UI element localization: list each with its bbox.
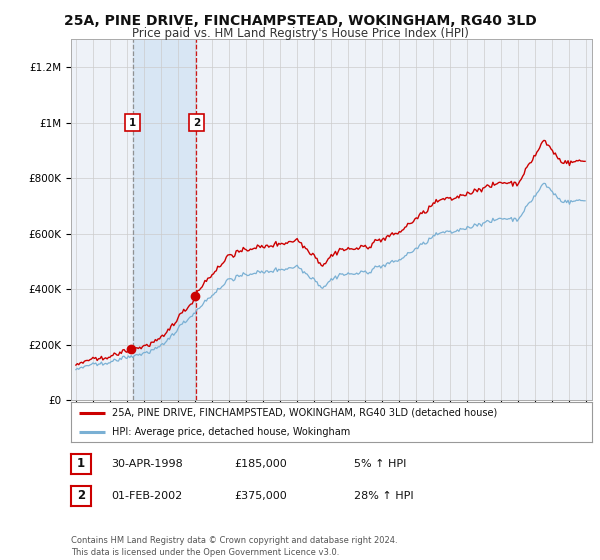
Text: 25A, PINE DRIVE, FINCHAMPSTEAD, WOKINGHAM, RG40 3LD: 25A, PINE DRIVE, FINCHAMPSTEAD, WOKINGHA… [64,14,536,28]
Text: 1: 1 [77,457,85,470]
Text: 25A, PINE DRIVE, FINCHAMPSTEAD, WOKINGHAM, RG40 3LD (detached house): 25A, PINE DRIVE, FINCHAMPSTEAD, WOKINGHA… [112,408,498,418]
Text: £185,000: £185,000 [234,459,287,469]
Text: Contains HM Land Registry data © Crown copyright and database right 2024.
This d: Contains HM Land Registry data © Crown c… [71,536,397,557]
Text: 01-FEB-2002: 01-FEB-2002 [111,491,182,501]
Text: 5% ↑ HPI: 5% ↑ HPI [354,459,406,469]
Text: Price paid vs. HM Land Registry's House Price Index (HPI): Price paid vs. HM Land Registry's House … [131,27,469,40]
Text: 2: 2 [193,118,200,128]
Text: HPI: Average price, detached house, Wokingham: HPI: Average price, detached house, Woki… [112,427,351,436]
Text: 2: 2 [77,489,85,502]
Text: £375,000: £375,000 [234,491,287,501]
Text: 28% ↑ HPI: 28% ↑ HPI [354,491,413,501]
Text: 1: 1 [129,118,136,128]
Bar [133,39,196,400]
Text: 30-APR-1998: 30-APR-1998 [111,459,183,469]
